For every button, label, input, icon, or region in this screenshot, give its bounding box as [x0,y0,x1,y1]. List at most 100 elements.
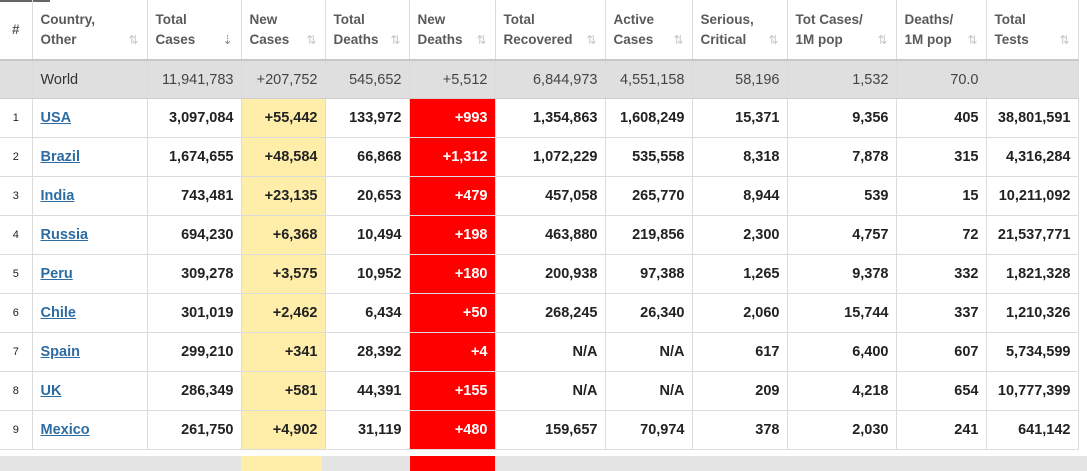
sort-icon[interactable]: ⇅ [967,33,978,47]
sort-icon[interactable]: ⇅ [128,33,139,47]
new-deaths-cell: +5,512 [409,60,496,99]
table-row: 1 USA 3,097,084 +55,442 133,972 +993 1,354,863… [0,98,1079,138]
country-cell: Chile [32,293,148,333]
sort-icon[interactable]: ⇅ [1059,33,1070,47]
serious-critical-cell: 8,318 [692,137,788,177]
new-deaths-cell: +479 [409,176,496,216]
new-cases-cell: +23,135 [241,176,326,216]
total-cases-cell: 11,941,783 [147,60,242,99]
rank-cell [0,60,33,99]
deaths-per-1m-cell: 15 [896,176,987,216]
new-cases-cell: +207,752 [241,60,326,99]
table-row: 5 Peru 309,278 +3,575 10,952 +180 200,938 97,38… [0,254,1079,294]
total-cases-cell: 301,019 [147,293,242,333]
active-cases-cell: N/A [605,371,693,411]
column-header-new-cases[interactable]: New Cases ⇅ [241,0,326,61]
sort-icon[interactable]: ⇅ [673,33,684,47]
total-recovered-cell: N/A [495,332,606,372]
sort-icon[interactable]: ⇅ [390,33,401,47]
deaths-per-1m-cell: 315 [896,137,987,177]
cases-per-1m-cell: 9,356 [787,98,897,138]
serious-critical-cell: 2,300 [692,215,788,255]
deaths-per-1m-cell: 337 [896,293,987,333]
total-recovered-cell: 1,354,863 [495,98,606,138]
total-tests-cell: 1,821,328 [986,254,1079,294]
column-header-total-cases[interactable]: Total Cases ⇣ [147,0,242,61]
new-deaths-cell: +993 [409,98,496,138]
sort-desc-icon[interactable]: ⇣ [222,33,233,47]
serious-critical-cell: 2,060 [692,293,788,333]
cases-per-1m-cell: 539 [787,176,897,216]
column-header-cases-per-1m[interactable]: Tot Cases/1M pop ⇅ [787,0,897,61]
column-header-new-deaths[interactable]: New Deaths ⇅ [409,0,496,61]
cases-per-1m-cell: 4,218 [787,371,897,411]
country-link[interactable]: Russia [40,227,89,243]
rank-cell: 4 [0,215,33,255]
country-link[interactable]: Spain [40,344,80,360]
total-deaths-cell: 66,868 [325,137,410,177]
column-header-serious-critical[interactable]: Serious, Critical ⇅ [692,0,788,61]
serious-critical-cell: 209 [692,371,788,411]
total-recovered-cell: 200,938 [495,254,606,294]
total-cases-cell: 1,674,655 [147,137,242,177]
total-cases-cell: 309,278 [147,254,242,294]
world-total-row: World 11,941,783 +207,752 545,652 +5,512… [0,60,1079,99]
column-header-total-recovered[interactable]: Total Recovered ⇅ [495,0,606,61]
table-row: 7 Spain 299,210 +341 28,392 +4 N/A N/A 617 6,400 6… [0,332,1079,372]
country-cell: USA [32,98,148,138]
covid-stats-table: # Country, Other ⇅ Total Cases ⇣ New Cases ⇅ T… [0,0,1079,450]
cases-per-1m-cell: 2,030 [787,410,897,450]
rank-cell: 1 [0,98,33,138]
country-link[interactable]: UK [40,383,62,399]
deaths-per-1m-cell: 607 [896,332,987,372]
cases-per-1m-cell: 4,757 [787,215,897,255]
column-header-total-deaths[interactable]: Total Deaths ⇅ [325,0,410,61]
column-header-country[interactable]: Country, Other ⇅ [32,0,148,61]
total-deaths-cell: 10,952 [325,254,410,294]
country-cell: Brazil [32,137,148,177]
rank-cell: 5 [0,254,33,294]
total-cases-cell: 286,349 [147,371,242,411]
column-header-total-tests[interactable]: Total Tests ⇅ [986,0,1079,61]
country-cell: India [32,176,148,216]
country-cell: Russia [32,215,148,255]
sort-icon[interactable]: ⇅ [877,33,888,47]
country-link[interactable]: Chile [40,305,76,321]
column-header-active-cases[interactable]: Active Cases ⇅ [605,0,693,61]
table-row: 4 Russia 694,230 +6,368 10,494 +198 463,880 219… [0,215,1079,255]
sort-icon[interactable]: ⇅ [476,33,487,47]
total-tests-cell: 10,211,092 [986,176,1079,216]
total-cases-cell: 261,750 [147,410,242,450]
new-deaths-cell: +4 [409,332,496,372]
active-cases-cell: 4,551,158 [605,60,693,99]
table-row: 2 Brazil 1,674,655 +48,584 66,868 +1,312 1,072… [0,137,1079,177]
sort-icon[interactable]: ⇅ [306,33,317,47]
new-cases-cell: +48,584 [241,137,326,177]
cases-per-1m-cell: 7,878 [787,137,897,177]
sort-icon[interactable]: ⇅ [768,33,779,47]
rank-cell: 2 [0,137,33,177]
table-row: 6 Chile 301,019 +2,462 6,434 +50 268,245 26,340… [0,293,1079,333]
deaths-per-1m-cell: 405 [896,98,987,138]
total-deaths-cell: 44,391 [325,371,410,411]
country-link[interactable]: USA [40,110,72,126]
country-link[interactable]: Mexico [40,422,90,438]
country-link[interactable]: Brazil [40,149,81,165]
active-cases-cell: 535,558 [605,137,693,177]
country-link[interactable]: Peru [40,266,73,282]
column-header-deaths-per-1m[interactable]: Deaths/1M pop ⇅ [896,0,987,61]
new-cases-cell: +341 [241,332,326,372]
total-tests-cell: 1,210,326 [986,293,1079,333]
new-cases-cell: +2,462 [241,293,326,333]
total-tests-cell: 5,734,599 [986,332,1079,372]
serious-critical-cell: 58,196 [692,60,788,99]
total-deaths-cell: 20,653 [325,176,410,216]
total-recovered-cell: 159,657 [495,410,606,450]
sort-icon[interactable]: ⇅ [586,33,597,47]
new-deaths-cell: +180 [409,254,496,294]
serious-critical-cell: 15,371 [692,98,788,138]
total-deaths-cell: 545,652 [325,60,410,99]
partial-next-row [0,456,1087,471]
country-link[interactable]: India [40,188,75,204]
new-deaths-cell: +198 [409,215,496,255]
